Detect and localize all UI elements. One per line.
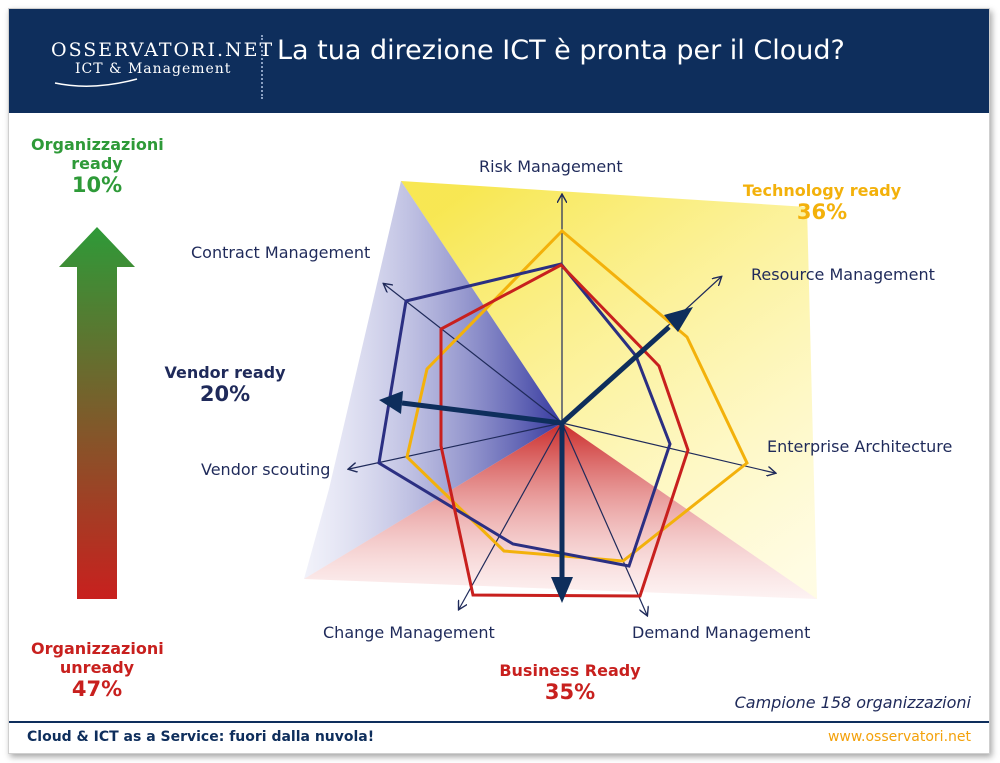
- logo-name: OSSERVATORI.NET: [51, 39, 275, 61]
- vendor-ready-sector: [304, 181, 562, 579]
- axis-label-risk-management: Risk Management: [479, 157, 623, 176]
- ready-label-line-2: ready: [71, 154, 123, 173]
- footer-website-link[interactable]: www.osservatori.net: [827, 729, 971, 745]
- business-ready-arrowhead: [551, 577, 573, 603]
- logo-swoosh-icon: [54, 78, 138, 87]
- footer-tagline: Cloud & ICT as a Service: fuori dalla nu…: [27, 729, 375, 745]
- ready-label: Organizzazioni ready 10%: [31, 135, 164, 197]
- unready-label-line-2: unready: [59, 658, 135, 677]
- vendor-ready-label: Vendor ready 20%: [155, 363, 295, 406]
- header-bar: OSSERVATORI.NET ICT & Management La tua …: [9, 9, 989, 113]
- vendor-ready-title: Vendor ready: [164, 363, 286, 382]
- ready-percentage: 10%: [71, 173, 123, 197]
- cloud-readiness-diagram: [59, 181, 817, 721]
- header-divider: [261, 35, 263, 99]
- axis-label-vendor-scouting: Vendor scouting: [201, 460, 331, 479]
- vendor-ready-percentage: 20%: [199, 382, 251, 406]
- unready-label: Organizzazioni unready 47%: [31, 639, 164, 701]
- technology-ready-label: Technology ready 36%: [737, 181, 907, 224]
- business-ready-label: Business Ready 35%: [485, 661, 655, 704]
- axis-label-change-management: Change Management: [323, 623, 495, 642]
- page-title: La tua direzione ICT è pronta per il Clo…: [277, 35, 845, 66]
- logo-subtitle: ICT & Management: [75, 61, 232, 77]
- axis-label-demand-management: Demand Management: [632, 623, 811, 642]
- infographic-card: OSSERVATORI.NET ICT & Management La tua …: [8, 8, 990, 754]
- axis-label-contract-management: Contract Management: [191, 243, 371, 262]
- footer-divider: [9, 721, 989, 723]
- vendor-ready-arrow: [401, 400, 563, 426]
- axis-demand-management: [561, 422, 647, 615]
- business-ready-percentage: 35%: [544, 680, 596, 704]
- vendor-ready-arrowhead: [379, 391, 403, 414]
- unready-percentage: 47%: [71, 677, 123, 701]
- business-ready-title: Business Ready: [499, 661, 641, 680]
- axis-change-management: [459, 422, 563, 609]
- readiness-scale-arrow: [59, 227, 135, 599]
- axis-contract-management: [384, 284, 563, 424]
- unready-label-line-1: Organizzazioni: [31, 639, 164, 658]
- vendor-ready-profile: [377, 262, 672, 568]
- technology-ready-arrowhead: [664, 307, 693, 332]
- axis-label-enterprise-architecture: Enterprise Architecture: [767, 437, 953, 456]
- business-ready-profile: [439, 263, 690, 598]
- technology-ready-title: Technology ready: [742, 181, 902, 200]
- technology-ready-arrow: [560, 325, 671, 425]
- axis-label-resource-management: Resource Management: [751, 265, 935, 284]
- axis-vendor-scouting: [349, 422, 563, 469]
- technology-ready-percentage: 36%: [796, 200, 848, 224]
- sample-size-note: Campione 158 organizzazioni: [734, 693, 971, 712]
- ready-label-line-1: Organizzazioni: [31, 135, 164, 154]
